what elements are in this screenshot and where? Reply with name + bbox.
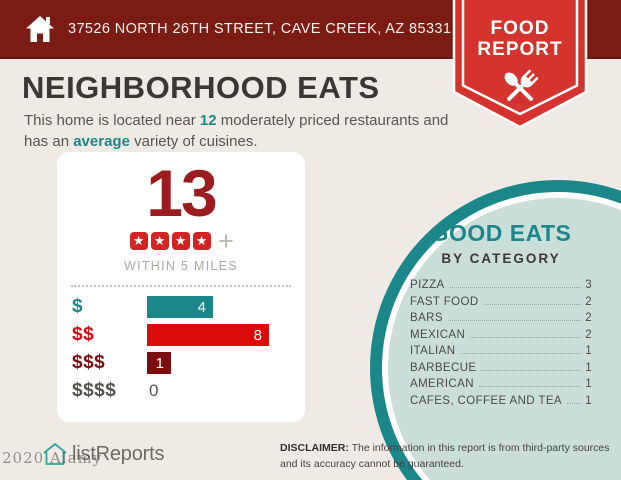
variety-highlight: average <box>73 133 130 151</box>
category-row: PIZZA 3 <box>410 279 592 292</box>
good-eats-title: GOOD EATS <box>430 220 572 246</box>
listreports-logo: listReports <box>42 441 164 467</box>
subtitle: This home is located near 12 moderately … <box>24 112 449 151</box>
disclaimer: DISCLAIMER: The information in this repo… <box>280 442 610 470</box>
category-label: CAFES, COFFEE AND TEA <box>410 394 562 407</box>
category-row: CAFES, COFFEE AND TEA 1 <box>410 394 592 408</box>
bar-row: $$ 8 <box>72 324 291 347</box>
crossed-utensils-icon <box>504 69 539 101</box>
bar-label: $$$$ <box>72 380 117 402</box>
alamy-watermark: 2020 Alamy <box>2 449 103 467</box>
category-label: ITALIAN <box>410 345 456 357</box>
category-count: 1 <box>585 361 592 374</box>
bar-row: $4 <box>72 296 291 319</box>
category-row: ITALIAN 1 <box>410 345 592 358</box>
category-count: 1 <box>585 378 592 390</box>
category-label: PIZZA <box>410 279 445 291</box>
category-count: 2 <box>585 328 592 341</box>
dotted-leader <box>483 303 582 305</box>
good-eats-subtitle: BY CATEGORY <box>441 251 561 266</box>
dotted-leader <box>470 336 582 338</box>
category-row: MEXICAN 2 <box>410 328 592 342</box>
home-icon <box>24 14 56 44</box>
star-icon: ★ <box>150 232 169 251</box>
good-eats-content: GOOD EATS BY CATEGORY PIZZA 3 FAST FOOD 2 BA… <box>410 220 592 412</box>
bar-value: 0 <box>149 381 159 401</box>
bar-label: $$$ <box>72 352 106 374</box>
bar: 1 <box>147 352 171 375</box>
dotted-leader <box>478 386 582 387</box>
badge-line2: REPORT <box>477 39 562 60</box>
restaurant-stats-card: 13 ★ ★ ★ ★ + WITHIN 5 MILES $4 $$ 8 $$$ 1 $$$$ 0 <box>57 152 305 422</box>
bar-row: $$$$ 0 <box>72 380 291 402</box>
logo-text: listReports <box>72 442 165 465</box>
category-count: 2 <box>585 295 592 308</box>
price-bar-chart: $4 $$ 8 $$$ 1 $$$$ 0 <box>57 287 305 402</box>
dotted-leader <box>460 353 582 354</box>
dotted-leader <box>449 287 582 288</box>
bar-row: $$$ 1 <box>72 352 291 375</box>
logo-house-icon <box>42 441 68 467</box>
bar-value: 4 <box>197 298 206 316</box>
radius-caption: WITHIN 5 MILES <box>123 259 239 274</box>
category-count: 2 <box>585 312 592 324</box>
dotted-leader <box>447 320 582 321</box>
category-row: BARS 2 <box>410 312 592 325</box>
star-icon: ★ <box>171 232 190 251</box>
category-count: 1 <box>585 345 592 357</box>
category-row: BARBECUE 1 <box>410 361 592 375</box>
category-count: 1 <box>585 394 592 407</box>
bar-label: $$ <box>72 324 95 346</box>
bar-label: $ <box>72 296 84 318</box>
plus-sign: + <box>218 226 234 257</box>
restaurant-count-highlight: 12 <box>199 112 217 129</box>
rating-row: ★ ★ ★ ★ + <box>57 226 305 257</box>
page-title: NEIGHBORHOOD EATS <box>22 70 380 105</box>
category-row: AMERICAN 1 <box>410 378 592 391</box>
bar-value: 8 <box>253 326 262 344</box>
bar: 8 <box>147 324 269 347</box>
rating-stars: ★ ★ ★ ★ <box>128 232 212 251</box>
property-address: 37526 NORTH 26TH STREET, CAVE CREEK, AZ … <box>68 20 452 37</box>
dotted-leader <box>566 402 582 404</box>
badge-line1: FOOD <box>491 18 550 39</box>
category-list: PIZZA 3 FAST FOOD 2 BARS 2 MEXICAN 2 ITALIAN 1 BAR… <box>410 279 592 408</box>
disclaimer-label: DISCLAIMER: <box>280 442 349 454</box>
dotted-divider <box>71 285 291 288</box>
category-count: 3 <box>585 279 592 291</box>
dotted-leader <box>481 369 582 371</box>
category-label: BARS <box>410 312 443 324</box>
bar: 4 <box>147 296 213 319</box>
star-icon: ★ <box>192 232 211 251</box>
category-label: BARBECUE <box>410 361 477 374</box>
restaurant-count: 13 <box>146 156 217 230</box>
star-icon: ★ <box>129 232 148 251</box>
category-label: AMERICAN <box>410 378 474 390</box>
category-label: MEXICAN <box>410 328 466 341</box>
bar-value: 1 <box>155 354 164 372</box>
food-report-badge: FOOD REPORT <box>452 0 588 134</box>
category-row: FAST FOOD 2 <box>410 295 592 309</box>
category-label: FAST FOOD <box>410 295 479 308</box>
